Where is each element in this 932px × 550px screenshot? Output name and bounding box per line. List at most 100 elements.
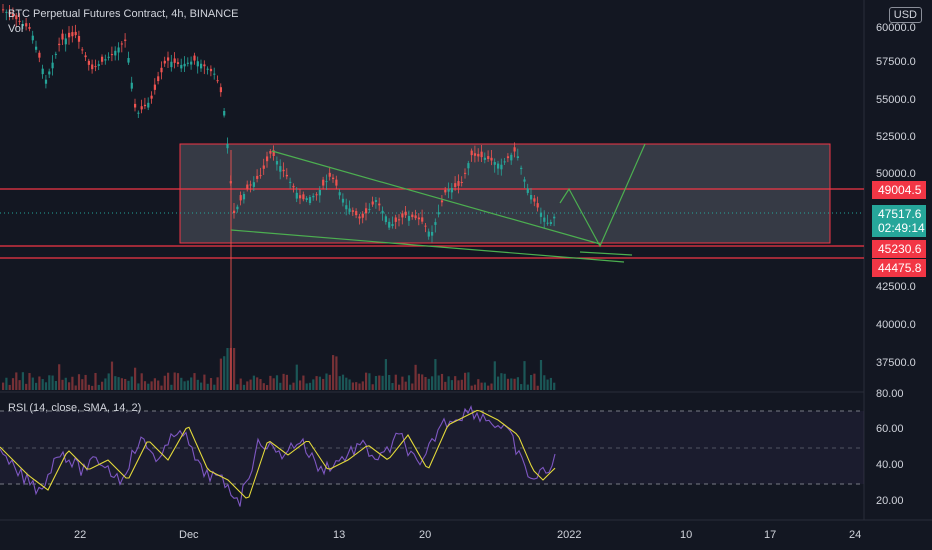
projection-path[interactable] bbox=[559, 143, 646, 248]
volume-bar bbox=[147, 383, 150, 390]
volume-bar bbox=[173, 372, 176, 390]
candle-body bbox=[209, 68, 213, 72]
volume-bar bbox=[401, 376, 404, 390]
volume-bar bbox=[219, 358, 222, 390]
candle-body bbox=[167, 57, 170, 61]
volume-bar bbox=[61, 379, 64, 390]
candle-body bbox=[434, 222, 437, 225]
rsi-tick: 80.00 bbox=[876, 388, 904, 400]
volume-bar bbox=[44, 382, 48, 390]
volume-bar bbox=[431, 376, 434, 390]
price-tick: 52500.0 bbox=[876, 131, 916, 143]
volume-bar bbox=[490, 383, 493, 390]
rsi-label: RSI (14, close, SMA, 14, 2) bbox=[8, 402, 142, 414]
candle-body bbox=[546, 222, 549, 224]
volume-bar bbox=[285, 374, 288, 390]
candle-body bbox=[516, 156, 519, 159]
candle-body bbox=[262, 165, 265, 169]
lower-trendline[interactable] bbox=[230, 229, 625, 263]
price-tick: 42500.0 bbox=[876, 281, 916, 293]
candle-body bbox=[153, 84, 156, 90]
volume-bar bbox=[180, 377, 183, 390]
candle-body bbox=[460, 181, 463, 183]
volume-bar bbox=[299, 380, 302, 390]
candle-body bbox=[41, 68, 44, 75]
upper-trendline[interactable] bbox=[271, 150, 601, 245]
volume-bar bbox=[467, 372, 470, 390]
candle-body bbox=[97, 64, 100, 66]
candle-body bbox=[134, 103, 137, 108]
candle-body bbox=[473, 153, 477, 156]
volume-bar bbox=[160, 385, 163, 390]
candle-body bbox=[322, 179, 325, 186]
volume-bar bbox=[332, 355, 335, 390]
candle-body bbox=[107, 56, 110, 58]
candle-body bbox=[549, 222, 552, 224]
candle-body bbox=[8, 11, 11, 15]
volume-bar bbox=[279, 382, 282, 390]
volume-bar bbox=[295, 364, 298, 390]
volume-bar bbox=[48, 375, 51, 390]
candle-body bbox=[464, 172, 467, 174]
time-tick: Dec bbox=[179, 529, 199, 541]
volume-bar bbox=[242, 384, 246, 390]
candle-body bbox=[365, 208, 368, 214]
volume-bar bbox=[18, 380, 21, 390]
volume-bar bbox=[355, 382, 358, 390]
level-price-badge: 45230.6 bbox=[872, 240, 926, 258]
candle-body bbox=[530, 195, 533, 200]
candle-body bbox=[223, 111, 226, 116]
candle-body bbox=[71, 32, 74, 37]
candle-body bbox=[421, 217, 424, 222]
volume-bar bbox=[2, 382, 5, 390]
volume-bar bbox=[503, 373, 506, 390]
candle-body bbox=[21, 23, 24, 27]
rsi-line bbox=[0, 404, 556, 507]
candle-body bbox=[114, 50, 117, 56]
candle-body bbox=[351, 210, 354, 212]
candle-body bbox=[490, 157, 493, 161]
candlestick-series bbox=[2, 3, 556, 390]
candle-body bbox=[424, 225, 427, 227]
candle-body bbox=[371, 201, 374, 205]
candle-body bbox=[374, 200, 378, 202]
volume-bar bbox=[41, 379, 44, 390]
candle-body bbox=[61, 33, 64, 40]
volume-bar bbox=[427, 378, 430, 390]
candle-body bbox=[355, 211, 358, 216]
volume-bar bbox=[134, 367, 137, 390]
volume-bar bbox=[223, 356, 226, 390]
volume-bar bbox=[371, 384, 374, 390]
candle-body bbox=[513, 147, 516, 152]
volume-bar bbox=[193, 373, 196, 390]
candle-body bbox=[444, 189, 447, 193]
candle-body bbox=[506, 156, 510, 159]
volume-bar bbox=[31, 377, 34, 390]
volume-bar bbox=[473, 384, 477, 390]
candle-body bbox=[348, 208, 351, 212]
candle-body bbox=[345, 205, 348, 210]
candle-body bbox=[196, 61, 199, 67]
time-tick: 10 bbox=[680, 529, 693, 541]
candle-body bbox=[368, 208, 371, 210]
volume-bar bbox=[71, 376, 74, 390]
volume-bar bbox=[35, 382, 38, 390]
candle-body bbox=[28, 27, 31, 29]
currency-button[interactable]: USD bbox=[888, 7, 922, 23]
candle-body bbox=[25, 23, 28, 27]
volume-bar bbox=[516, 377, 519, 390]
volume-bar bbox=[338, 376, 341, 390]
candle-body bbox=[249, 184, 252, 186]
candle-body bbox=[404, 211, 407, 216]
volume-bar bbox=[553, 382, 556, 390]
volume-bar bbox=[460, 379, 463, 390]
candle-body bbox=[11, 13, 15, 17]
time-tick: 13 bbox=[333, 529, 346, 541]
price-tick: 55000.0 bbox=[876, 94, 916, 106]
volume-bar bbox=[345, 377, 348, 390]
volume-bar bbox=[480, 382, 483, 390]
volume-bar bbox=[483, 382, 486, 390]
volume-bar bbox=[120, 378, 123, 390]
volume-bar bbox=[351, 382, 354, 390]
